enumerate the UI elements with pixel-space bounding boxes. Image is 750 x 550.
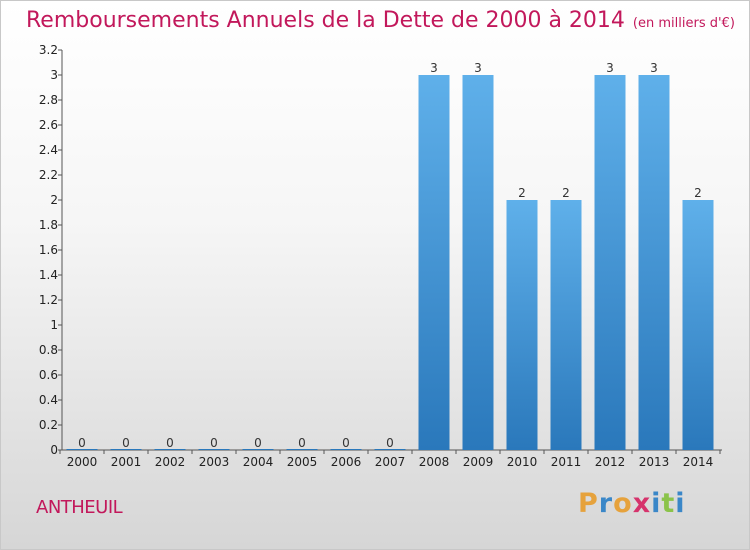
logo-letter: r bbox=[598, 488, 614, 519]
bar bbox=[506, 200, 538, 450]
bar bbox=[594, 75, 626, 450]
y-tick-label: 0.4 bbox=[39, 393, 58, 407]
data-label: 0 bbox=[386, 436, 394, 450]
x-tick-label: 2006 bbox=[331, 455, 362, 469]
bar bbox=[286, 449, 318, 450]
chart-unit: (en milliers d'€) bbox=[632, 16, 735, 31]
data-label: 0 bbox=[166, 436, 174, 450]
y-tick-label: 1.8 bbox=[39, 218, 58, 232]
data-label: 2 bbox=[562, 186, 570, 200]
bar bbox=[110, 449, 142, 450]
data-label: 2 bbox=[518, 186, 526, 200]
chart-title-text: Remboursements Annuels de la Dette de 20… bbox=[26, 8, 625, 33]
data-label: 0 bbox=[254, 436, 262, 450]
x-tick-label: 2010 bbox=[507, 455, 538, 469]
x-tick-label: 2005 bbox=[287, 455, 318, 469]
y-tick-label: 0.8 bbox=[39, 343, 58, 357]
y-tick-label: 0 bbox=[50, 443, 58, 457]
bar bbox=[154, 449, 186, 450]
bar bbox=[198, 449, 230, 450]
data-label: 0 bbox=[210, 436, 218, 450]
bar bbox=[374, 449, 406, 450]
y-tick-label: 2 bbox=[50, 193, 58, 207]
y-tick-label: 3 bbox=[50, 68, 58, 82]
proxiti-logo: Proxiti bbox=[578, 488, 686, 519]
y-tick-label: 2.6 bbox=[39, 118, 58, 132]
logo-letter: x bbox=[632, 488, 652, 519]
y-tick-label: 3.2 bbox=[39, 43, 58, 57]
x-tick-label: 2002 bbox=[155, 455, 186, 469]
logo-letter: o bbox=[613, 488, 633, 519]
y-tick-label: 2.2 bbox=[39, 168, 58, 182]
logo-letter: P bbox=[578, 488, 599, 519]
y-tick-label: 2.8 bbox=[39, 93, 58, 107]
x-tick-label: 2004 bbox=[243, 455, 274, 469]
data-label: 0 bbox=[122, 436, 130, 450]
y-tick-label: 1.4 bbox=[39, 268, 58, 282]
data-label: 0 bbox=[342, 436, 350, 450]
x-tick-label: 2008 bbox=[419, 455, 450, 469]
data-label: 3 bbox=[606, 61, 614, 75]
data-label: 3 bbox=[430, 61, 438, 75]
bar bbox=[638, 75, 670, 450]
y-tick-label: 0.2 bbox=[39, 418, 58, 432]
y-tick-label: 1.6 bbox=[39, 243, 58, 257]
y-tick-label: 2.4 bbox=[39, 143, 58, 157]
location-name: ANTHEUIL bbox=[36, 497, 123, 518]
x-tick-label: 2013 bbox=[639, 455, 670, 469]
logo-letter: i bbox=[675, 488, 686, 519]
x-tick-label: 2007 bbox=[375, 455, 406, 469]
data-label: 3 bbox=[650, 61, 658, 75]
y-tick-label: 1 bbox=[50, 318, 58, 332]
logo-letter: t bbox=[661, 488, 676, 519]
y-tick-label: 1.2 bbox=[39, 293, 58, 307]
x-tick-label: 2000 bbox=[67, 455, 98, 469]
y-tick-label: 0.6 bbox=[39, 368, 58, 382]
x-tick-label: 2009 bbox=[463, 455, 494, 469]
chart-title: Remboursements Annuels de la Dette de 20… bbox=[26, 8, 735, 33]
data-label: 0 bbox=[78, 436, 86, 450]
x-tick-label: 2014 bbox=[683, 455, 714, 469]
bar bbox=[242, 449, 274, 450]
bar bbox=[66, 449, 98, 450]
data-label: 0 bbox=[298, 436, 306, 450]
bar bbox=[462, 75, 494, 450]
bar bbox=[682, 200, 714, 450]
bar bbox=[550, 200, 582, 450]
bar bbox=[418, 75, 450, 450]
x-tick-label: 2012 bbox=[595, 455, 626, 469]
bar bbox=[330, 449, 362, 450]
data-label: 2 bbox=[694, 186, 702, 200]
x-tick-label: 2003 bbox=[199, 455, 230, 469]
x-tick-label: 2001 bbox=[111, 455, 142, 469]
x-tick-label: 2011 bbox=[551, 455, 582, 469]
data-label: 3 bbox=[474, 61, 482, 75]
logo-letter: i bbox=[651, 488, 662, 519]
